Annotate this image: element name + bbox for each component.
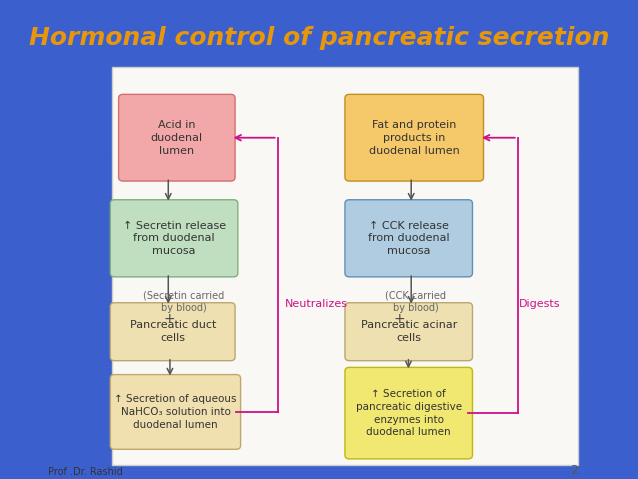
Text: Neutralizes: Neutralizes — [285, 299, 348, 309]
Text: Digests: Digests — [519, 299, 561, 309]
Text: 2: 2 — [570, 464, 579, 477]
Text: Pancreatic acinar
cells: Pancreatic acinar cells — [360, 320, 457, 343]
Text: ↑ Secretion of aqueous
NaHCO₃ solution into
duodenal lumen: ↑ Secretion of aqueous NaHCO₃ solution i… — [114, 394, 237, 430]
FancyBboxPatch shape — [345, 303, 473, 361]
Text: Pancreatic duct
cells: Pancreatic duct cells — [130, 320, 216, 343]
FancyBboxPatch shape — [110, 375, 241, 449]
FancyBboxPatch shape — [345, 200, 473, 277]
FancyBboxPatch shape — [345, 367, 473, 459]
Text: Fat and protein
products in
duodenal lumen: Fat and protein products in duodenal lum… — [369, 120, 459, 156]
Text: Hormonal control of pancreatic secretion: Hormonal control of pancreatic secretion — [29, 26, 609, 50]
Text: Acid in
duodenal
lumen: Acid in duodenal lumen — [151, 120, 203, 156]
Text: Prof .Dr. Rashid: Prof .Dr. Rashid — [48, 467, 123, 477]
FancyBboxPatch shape — [345, 94, 484, 181]
FancyBboxPatch shape — [112, 67, 579, 465]
Text: +: + — [163, 311, 175, 326]
Text: +: + — [393, 311, 405, 326]
Text: (CCK carried
by blood): (CCK carried by blood) — [385, 291, 446, 313]
FancyBboxPatch shape — [110, 303, 235, 361]
Text: ↑ CCK release
from duodenal
mucosa: ↑ CCK release from duodenal mucosa — [368, 220, 450, 256]
FancyBboxPatch shape — [119, 94, 235, 181]
Text: ↑ Secretin release
from duodenal
mucosa: ↑ Secretin release from duodenal mucosa — [122, 220, 226, 256]
Text: ↑ Secretion of
pancreatic digestive
enzymes into
duodenal lumen: ↑ Secretion of pancreatic digestive enzy… — [355, 389, 462, 437]
FancyBboxPatch shape — [110, 200, 238, 277]
Text: (Secretin carried
by blood): (Secretin carried by blood) — [143, 291, 225, 313]
